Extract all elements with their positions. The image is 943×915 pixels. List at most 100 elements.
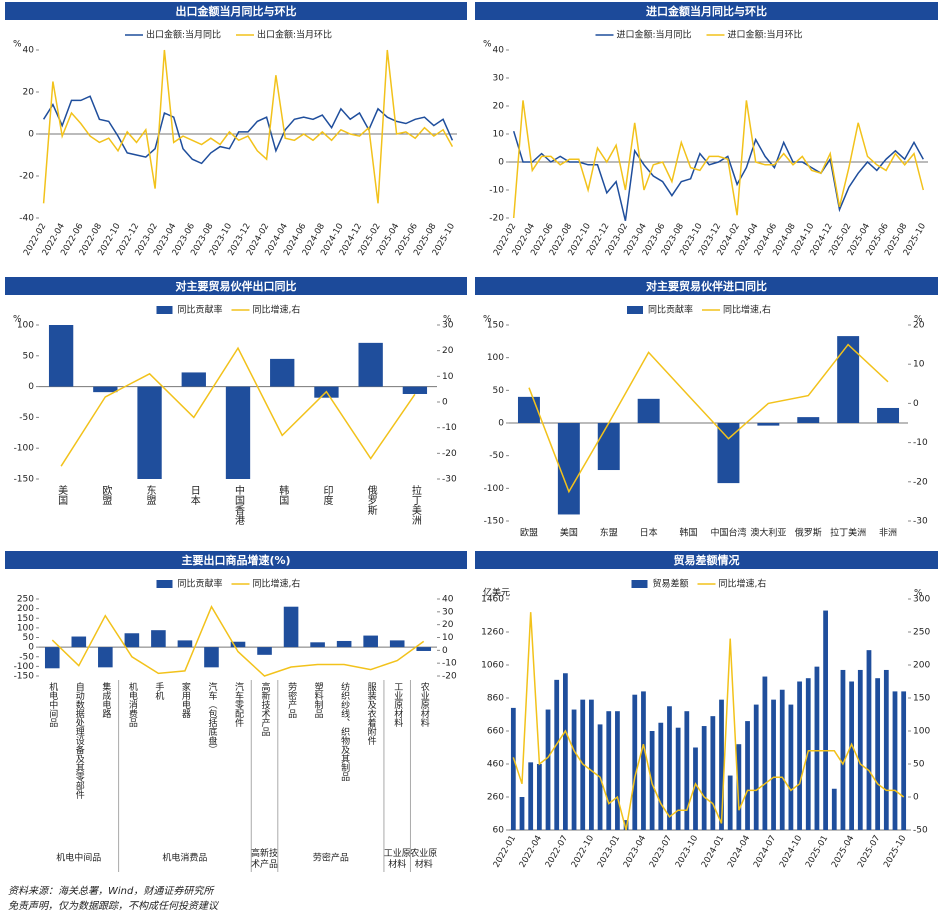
x-tick-label: 劳密产品 [286,681,297,719]
bar [849,681,855,830]
x-tick-label: 服装及衣着附件 [366,682,377,746]
bar [48,325,74,387]
y2-tick-label: 10 [442,633,454,643]
bar [557,423,580,515]
y-tick-label: 50 [23,351,35,361]
y-tick-label: -100 [14,662,35,672]
y-tick-label: 20 [493,102,505,112]
bar [358,342,383,387]
chart-title: 出口金额当月同比与环比 [176,4,297,18]
bar [753,704,759,830]
y2-tick-label: -10 [442,423,457,433]
bar [875,678,881,830]
bar [877,407,900,423]
bar [519,797,525,830]
bar [710,716,716,830]
y-tick-label: -50 [19,413,34,423]
x-tick-label: 塑料制品 [313,682,324,719]
y-axis-unit: % [13,315,22,325]
bar [837,336,860,423]
bar [606,711,612,830]
title-bar [475,277,938,295]
group-label: 高新技术产品 [251,847,278,870]
y-tick-label: 10 [493,130,505,140]
x-tick-label: 中国台湾 [710,527,746,539]
bar [44,647,60,669]
x-tick-label: 家用电器 [180,681,191,718]
title-bar [5,2,467,20]
y2-tick-label: -10 [442,659,457,669]
bar [757,423,780,426]
y-axis-unit: 亿美元 [483,587,510,599]
x-tick-label: 澳大利亚 [750,527,786,539]
x-tick-label: 俄罗斯 [795,527,822,539]
bar [675,727,681,830]
x-tick-label: 农业原材料 [419,681,430,728]
y2-tick-label: -10 [913,438,928,448]
y-axis-unit: % [13,40,22,50]
chart-title: 主要出口商品增速(%) [181,553,290,567]
chart-title: 贸易差额情况 [674,553,740,567]
y-tick-label: 460 [487,760,504,770]
bar [901,691,907,830]
x-tick-label: 非洲 [879,527,897,539]
bar [797,417,820,423]
bar [719,699,724,830]
y-tick-label: -150 [14,475,35,485]
x-tick-label: 日本 [188,485,200,506]
group-label: 机电中间品 [56,852,101,864]
group-label: 劳密产品 [313,852,349,864]
bar [363,635,378,648]
bar [310,642,325,648]
y2-tick-label: 10 [442,372,454,382]
bar [857,669,863,830]
y-tick-label: 20 [23,88,35,98]
y-tick-label: 1460 [481,595,504,605]
y2-tick-label: 20 [442,346,454,356]
legend-swatch [156,306,173,314]
legend-label: 贸易差额 [653,578,689,590]
y-tick-label: 260 [487,793,504,803]
y-tick-label: 660 [487,727,504,737]
y2-tick-label: 300 [913,595,930,605]
y-tick-label: 100 [487,353,504,363]
bar [177,640,193,648]
bar [98,647,113,668]
bar [257,647,272,655]
bar [615,711,620,830]
y-tick-label: 150 [17,614,34,624]
bar [745,721,750,830]
chart-title: 进口金额当月同比与环比 [646,4,767,18]
legend-label: 同比增速,右 [253,304,301,316]
bar [693,747,698,830]
y2-axis-unit: % [914,315,923,325]
y-tick-label: 0 [28,382,34,392]
title-bar [475,2,938,20]
y-tick-label: 0 [28,130,34,140]
y-tick-label: -150 [14,672,35,682]
line-series [512,612,905,831]
line-series [42,95,454,165]
line-series [528,343,889,494]
y-tick-label: -20 [19,172,34,182]
title-bar [475,551,938,569]
y2-tick-label: 10 [913,360,925,370]
bar [204,647,219,668]
y-tick-label: -10 [489,186,504,196]
y2-tick-label: 100 [913,727,930,737]
x-tick-label: 俄罗斯 [365,485,377,516]
x-tick-label: 集成电路 [100,681,111,719]
y-tick-label: 40 [23,46,35,56]
bar [336,640,352,648]
y-tick-label: 860 [487,694,504,704]
bar [779,689,785,830]
bar [771,699,776,830]
y-tick-label: -100 [484,484,505,494]
legend-swatch [627,306,643,314]
x-tick-label: 汽车零配件 [233,681,244,728]
y-tick-label: 0 [28,643,34,653]
x-tick-label: 中国香港 [233,484,245,525]
x-tick-label: 日本 [640,527,658,539]
y2-tick-label: 150 [913,694,930,704]
bar [701,726,707,830]
